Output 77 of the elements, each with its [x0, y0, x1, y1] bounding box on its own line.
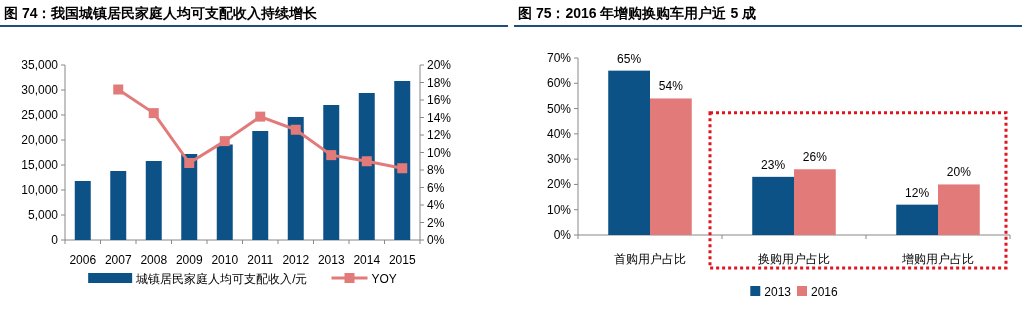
bar — [752, 176, 794, 235]
x-tick-label: 增购用户占比 — [901, 252, 974, 266]
y2-tick-label: 2% — [427, 215, 445, 230]
bar — [358, 93, 375, 240]
data-label: 12% — [905, 185, 930, 200]
bar — [252, 131, 269, 240]
bar — [394, 81, 411, 240]
point — [397, 163, 408, 174]
x-tick-label: 2014 — [353, 253, 381, 267]
y2-tick-label: 18% — [427, 75, 452, 90]
y-tick-label: 10% — [546, 202, 572, 217]
x-tick-label: 换购用户占比 — [758, 252, 830, 266]
y-tick-label: 70% — [546, 51, 572, 65]
y-tick-label: 0 — [51, 233, 59, 247]
bar — [794, 169, 836, 235]
bar — [938, 184, 980, 235]
x-tick-label: 首购用户占比 — [614, 252, 686, 266]
point — [184, 158, 195, 168]
y-tick-label: 10,000 — [21, 183, 59, 197]
legend-label: YOY — [371, 272, 397, 286]
chart-title: 图 75：2016 年增购换购车用户近 5 成 — [518, 5, 757, 21]
data-label: 20% — [946, 165, 972, 180]
y-tick-label: 30,000 — [21, 83, 59, 97]
data-label: 54% — [658, 79, 684, 94]
y-tick-label: 20,000 — [21, 133, 59, 147]
y2-tick-label: 10% — [427, 145, 452, 160]
legend-label: 2013 — [764, 285, 792, 299]
bar — [145, 161, 162, 240]
data-label: 23% — [761, 157, 786, 172]
y2-tick-label: 14% — [427, 110, 452, 125]
y2-tick-label: 4% — [427, 198, 445, 212]
point — [290, 124, 301, 135]
point — [113, 84, 124, 95]
y-tick-label: 25,000 — [21, 108, 59, 122]
bar — [287, 117, 304, 240]
x-tick-label: 2006 — [69, 253, 97, 267]
chart-title: 图 74：我国城镇居民家庭人均可支配收入持续增长 — [4, 5, 319, 21]
x-tick-label: 2009 — [175, 253, 203, 267]
x-tick-label: 2015 — [388, 253, 416, 267]
y2-tick-label: 6% — [427, 180, 445, 195]
x-tick-label: 2010 — [211, 253, 239, 267]
bar — [181, 154, 198, 240]
y2-tick-label: 16% — [427, 93, 452, 107]
legend-label: 2016 — [811, 285, 839, 299]
point — [219, 136, 230, 147]
y-tick-label: 30% — [546, 152, 572, 167]
y-tick-label: 50% — [546, 101, 572, 116]
x-tick-label: 2013 — [317, 253, 345, 267]
bar — [896, 204, 938, 235]
y2-tick-label: 12% — [427, 128, 452, 142]
bar — [608, 70, 650, 235]
x-tick-label: 2008 — [140, 253, 168, 267]
bar — [323, 105, 340, 240]
y-tick-label: 35,000 — [21, 58, 59, 72]
bar — [74, 181, 91, 240]
point — [148, 108, 159, 119]
y-tick-label: 20% — [546, 177, 572, 192]
y-tick-label: 60% — [546, 76, 572, 91]
legend-label: 城镇居民家庭人均可支配收入/元 — [135, 272, 308, 286]
x-tick-label: 2012 — [282, 253, 310, 267]
point — [255, 111, 266, 122]
bar — [650, 98, 692, 235]
y2-tick-label: 0% — [427, 233, 445, 247]
data-label: 65% — [617, 51, 642, 66]
y-tick-label: 0% — [553, 228, 572, 242]
x-tick-label: 2011 — [247, 253, 274, 267]
point — [361, 156, 372, 167]
data-label: 26% — [802, 150, 828, 165]
y-tick-label: 40% — [546, 126, 572, 141]
x-tick-label: 2007 — [104, 253, 132, 267]
y-tick-label: 5,000 — [27, 208, 59, 222]
point — [326, 150, 337, 161]
bar — [110, 171, 127, 240]
y-tick-label: 15,000 — [21, 158, 59, 172]
bar — [216, 144, 233, 240]
y2-tick-label: 20% — [427, 58, 452, 72]
y2-tick-label: 8% — [427, 163, 445, 177]
